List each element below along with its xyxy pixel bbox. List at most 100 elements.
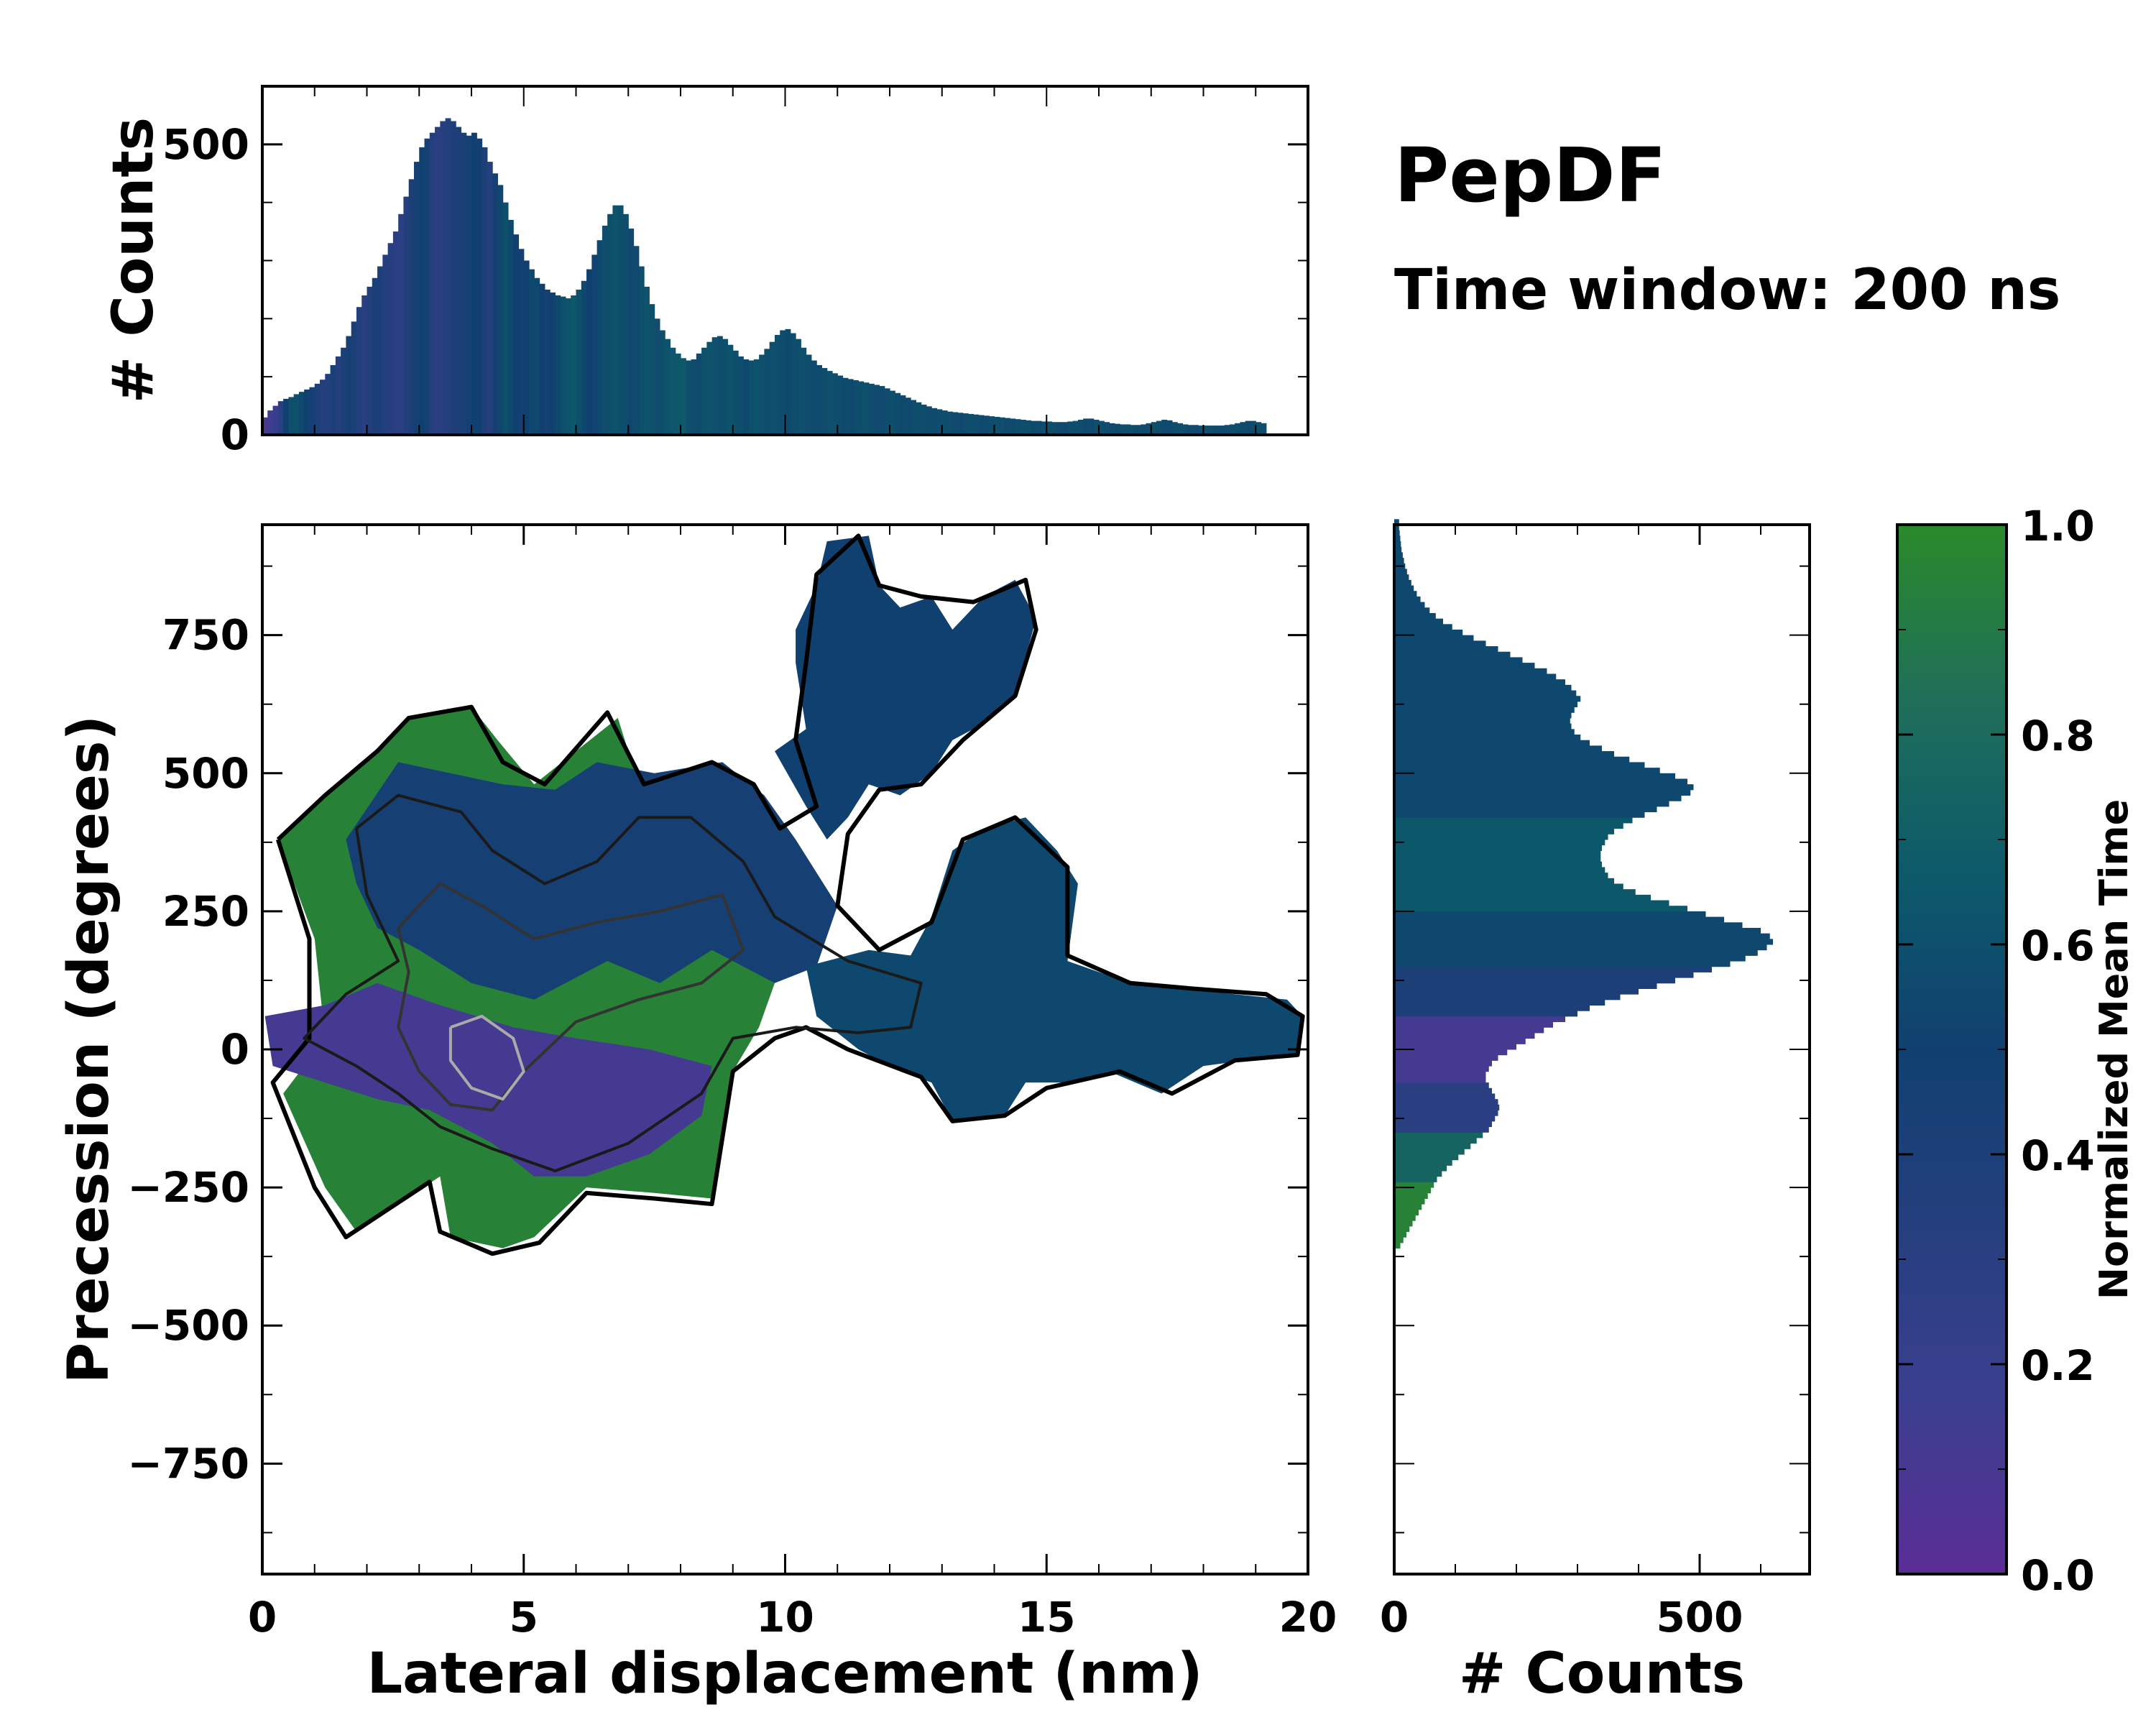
top-histogram-bar xyxy=(884,388,890,435)
top-histogram-bar xyxy=(732,350,739,435)
top-histogram-bar xyxy=(911,400,916,435)
top-histogram-bar xyxy=(539,283,545,435)
right-histogram-bar xyxy=(1394,1011,1577,1017)
right-histogram-ticks: 0 500 xyxy=(1380,525,1810,1642)
top-histogram-bar xyxy=(325,374,331,436)
top-histogram-bar xyxy=(617,205,624,435)
right-histogram-bar xyxy=(1394,999,1606,1006)
right-histogram-bar xyxy=(1394,878,1614,884)
top-histogram-bar xyxy=(973,414,980,435)
top-histogram-bar xyxy=(298,392,305,435)
right-histogram-bar xyxy=(1394,1049,1508,1056)
top-histogram-bar xyxy=(309,387,315,435)
top-histogram-bar xyxy=(1015,419,1021,435)
top-histogram-bar xyxy=(560,296,566,435)
top-histogram-bar xyxy=(341,347,346,435)
colorbar-tick-label: 0.6 xyxy=(2021,921,2095,970)
top-histogram-bar xyxy=(826,371,833,435)
top-histogram-bar xyxy=(890,390,895,435)
top-histogram-bar xyxy=(1135,425,1141,435)
top-histogram-bar xyxy=(1192,425,1199,435)
top-histogram-bar xyxy=(529,269,535,436)
right-histogram-bar xyxy=(1394,558,1404,564)
top-histogram-bar xyxy=(419,147,425,436)
top-histogram-bar xyxy=(941,410,948,435)
top-histogram-bar xyxy=(612,205,619,435)
top-histogram-bar xyxy=(1026,420,1032,435)
right-histogram-bar xyxy=(1394,717,1570,724)
figure-subtitle: Time window: 200 ns xyxy=(1394,258,2060,323)
right-histogram-bar xyxy=(1394,525,1399,531)
right-histogram-bar xyxy=(1394,983,1657,989)
colorbar: 0.0 0.2 0.4 0.6 0.8 1.0 Normalized Mean Time xyxy=(1896,502,2137,1600)
top-histogram-bar xyxy=(1166,420,1173,435)
right-histogram-bar xyxy=(1394,1027,1544,1034)
right-histogram-bar xyxy=(1394,602,1425,608)
main-xtick-label: 10 xyxy=(756,1593,814,1642)
right-histogram-bar xyxy=(1394,850,1601,857)
top-histogram-bar xyxy=(351,321,357,436)
right-histogram-bar xyxy=(1394,1176,1437,1182)
right-histogram-bar xyxy=(1394,530,1400,536)
top-histogram-bar xyxy=(497,185,504,435)
right-histogram-bar xyxy=(1394,861,1602,868)
top-histogram-bar xyxy=(1104,422,1110,435)
top-histogram-bar xyxy=(576,289,582,435)
heatmap-region-right-tail xyxy=(806,817,1303,1121)
right-histogram-bar xyxy=(1394,966,1712,972)
top-histogram-bar xyxy=(1072,420,1079,435)
contour-peak xyxy=(448,1014,525,1101)
right-histogram-bar xyxy=(1394,591,1417,597)
right-histogram-bar xyxy=(1394,712,1572,719)
top-histogram-bar xyxy=(429,132,436,436)
top-histogram-bar xyxy=(471,132,477,436)
top-histogram-bar xyxy=(659,330,665,435)
top-histogram-bar xyxy=(962,413,969,435)
right-histogram-bars xyxy=(1394,519,1773,1249)
right-histogram-bar xyxy=(1394,546,1402,553)
right-histogram-bar xyxy=(1394,1087,1492,1094)
top-histogram-bar xyxy=(926,406,932,435)
top-histogram-bar xyxy=(435,126,441,435)
top-histogram-bar xyxy=(356,307,362,435)
top-histogram-bar xyxy=(644,286,650,436)
top-histogram-bar xyxy=(1109,423,1115,435)
right-histogram-bar xyxy=(1394,1182,1434,1188)
right-histogram-bar xyxy=(1394,811,1645,818)
right-histogram-bar xyxy=(1394,762,1645,768)
right-histogram-bar xyxy=(1394,994,1621,1000)
right-histogram-bar xyxy=(1394,1038,1526,1044)
top-histogram-bar xyxy=(1041,421,1047,435)
right-histogram-bar xyxy=(1394,840,1606,846)
right-histogram-bar xyxy=(1394,1143,1471,1149)
right-histogram-bar xyxy=(1394,1104,1500,1111)
right-histogram-bar xyxy=(1394,651,1511,658)
top-histogram-bar xyxy=(361,295,368,435)
top-histogram-bar xyxy=(507,219,514,435)
top-histogram-bar xyxy=(1156,420,1162,435)
top-histogram-bar xyxy=(622,213,629,435)
top-histogram-bar xyxy=(686,360,692,435)
top-histogram-bar xyxy=(900,395,906,435)
right-histogram-bar xyxy=(1394,828,1614,834)
right-histogram-bar xyxy=(1394,778,1687,785)
contour-mid xyxy=(303,794,923,1173)
top-histogram-bar xyxy=(1214,426,1220,435)
right-histogram-bar xyxy=(1394,701,1577,708)
top-histogram-bar xyxy=(738,356,744,436)
top-histogram-bar xyxy=(403,196,410,435)
top-histogram-bar xyxy=(952,412,959,435)
top-histogram-bar xyxy=(717,336,723,435)
top-histogram-bar xyxy=(591,254,598,435)
top-histogram-bar xyxy=(858,381,865,435)
top-histogram-bar xyxy=(1010,418,1016,435)
top-histogram-bar xyxy=(879,386,885,435)
top-histogram-bar xyxy=(743,359,750,435)
top-histogram-bar xyxy=(847,379,854,435)
right-histogram-bar xyxy=(1394,867,1606,873)
main-ytick-label: 750 xyxy=(162,611,249,660)
right-histogram-bar xyxy=(1394,961,1731,967)
top-histogram-bar xyxy=(382,254,389,435)
top-histogram-bar xyxy=(367,286,373,436)
right-histogram-bar xyxy=(1394,927,1761,934)
